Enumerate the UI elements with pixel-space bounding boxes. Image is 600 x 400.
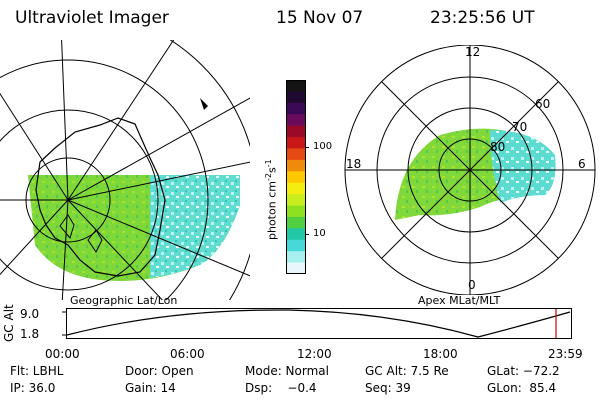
timeline-xtick-1200: 12:00 <box>297 347 332 361</box>
colorbar-band <box>286 102 306 115</box>
timeline-xtick-0600: 06:00 <box>170 347 205 361</box>
colorbar-band <box>286 80 306 92</box>
mlat-label-80: 80 <box>490 140 506 154</box>
status-filter: Flt: LBHL <box>10 364 64 378</box>
status-gc-alt: GC Alt: 7.5 Re <box>365 364 449 378</box>
right-panel-caption: Apex MLat/MLT <box>418 294 501 307</box>
status-glon: GLon: 85.4 <box>487 381 557 395</box>
coastline <box>35 117 166 277</box>
colorbar-tick-10: 10 <box>313 228 326 239</box>
colorbar-band <box>286 239 306 252</box>
gc-alt-curve <box>66 309 571 338</box>
timeline-xtick-0000: 00:00 <box>45 347 80 361</box>
left-panel-caption: Geographic Lat/Lon <box>70 294 178 307</box>
colorbar-unit-label: photon cm-2s-1 <box>264 159 279 240</box>
status-seq: Seq: 39 <box>365 381 411 395</box>
colorbar <box>286 80 306 274</box>
colorbar-band <box>286 216 306 229</box>
gc-alt-timeline <box>62 308 572 339</box>
timeline-y-label: GC Alt <box>2 304 16 342</box>
uv-swath-cyan <box>150 175 240 278</box>
polar-mlt-map <box>344 45 596 295</box>
mlt-label-18: 18 <box>346 157 362 171</box>
status-gain: Gain: 14 <box>125 381 176 395</box>
timeline-ytick-1-8: 1.8 <box>20 327 40 341</box>
mlat-label-70: 70 <box>512 120 528 134</box>
mlt-label-0: 0 <box>468 278 476 292</box>
geographic-map <box>0 40 250 300</box>
uv-oval-cyan <box>490 130 556 203</box>
colorbar-band <box>286 171 306 184</box>
status-glat: GLat: −72.2 <box>487 364 560 378</box>
colorbar-band <box>286 159 306 172</box>
colorbar-band <box>286 262 306 274</box>
colorbar-band <box>286 205 306 218</box>
timeline-xtick-1800: 18:00 <box>423 347 458 361</box>
colorbar-tick-100: 100 <box>313 141 333 152</box>
colorbar-band <box>286 137 306 149</box>
mlt-label-12: 12 <box>465 45 481 59</box>
timeline-ytick-9: 9.0 <box>20 307 40 321</box>
date-label: 15 Nov 07 <box>276 8 364 28</box>
colorbar-band <box>286 194 306 207</box>
mlt-label-6: 6 <box>578 157 586 171</box>
colorbar-band <box>286 114 306 127</box>
colorbar-band <box>286 251 306 264</box>
instrument-title: Ultraviolet Imager <box>15 8 169 28</box>
status-door: Door: Open <box>125 364 194 378</box>
colorbar-band <box>286 228 306 241</box>
time-label: 23:25:56 UT <box>430 8 535 28</box>
colorbar-band <box>286 182 306 195</box>
mlat-label-60: 60 <box>535 97 551 111</box>
status-dsp: Dsp: −0.4 <box>245 381 317 395</box>
colorbar-band <box>286 91 306 104</box>
colorbar-band <box>286 148 306 161</box>
colorbar-band <box>286 125 306 138</box>
status-ip: IP: 36.0 <box>10 381 56 395</box>
status-mode: Mode: Normal <box>245 364 329 378</box>
timeline-xtick-2359: 23:59 <box>548 347 583 361</box>
